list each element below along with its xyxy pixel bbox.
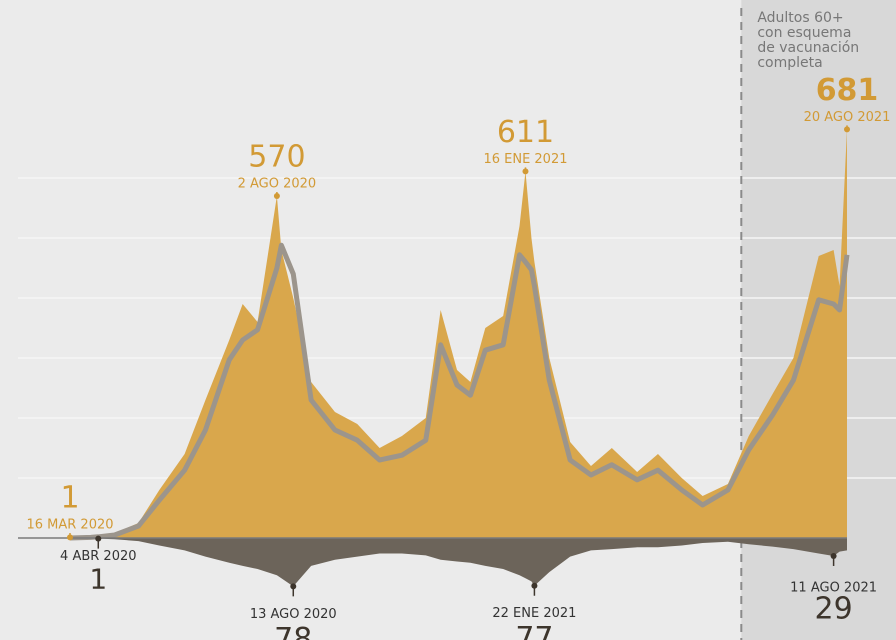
region-label: con esquema: [757, 25, 851, 41]
annotation-date: 11 AGO 2021: [790, 580, 877, 595]
annotation-value: 611: [497, 115, 554, 150]
annotation-date: 16 ENE 2021: [483, 152, 567, 167]
annotation-date: 13 AGO 2020: [250, 607, 337, 622]
annotation-value: 78: [274, 622, 312, 640]
annotation-date: 16 MAR 2020: [26, 518, 113, 533]
annotation-value: 77: [515, 621, 553, 640]
annotation-date: 4 ABR 2020: [60, 549, 136, 564]
annotation-date: 22 ENE 2021: [492, 606, 576, 621]
cases-area: [70, 129, 847, 538]
annotation-value: 570: [248, 140, 305, 175]
annotation-value: 29: [815, 591, 853, 626]
annotation-date: 2 AGO 2020: [238, 177, 317, 192]
region-label: Adultos 60+: [757, 10, 843, 26]
region-label: completa: [757, 55, 822, 71]
average-line: [69, 242, 850, 541]
annotation-value: 1: [89, 563, 107, 596]
region-label: de vacunación: [757, 40, 859, 56]
annotation-date: 20 AGO 2021: [804, 110, 891, 125]
deaths-area: [70, 538, 847, 587]
annotation-value: 1: [60, 481, 79, 516]
annotation-value: 681: [816, 73, 879, 108]
